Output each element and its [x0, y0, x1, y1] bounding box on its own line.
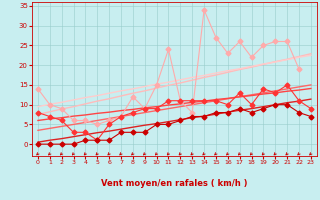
X-axis label: Vent moyen/en rafales ( km/h ): Vent moyen/en rafales ( km/h )	[101, 179, 248, 188]
